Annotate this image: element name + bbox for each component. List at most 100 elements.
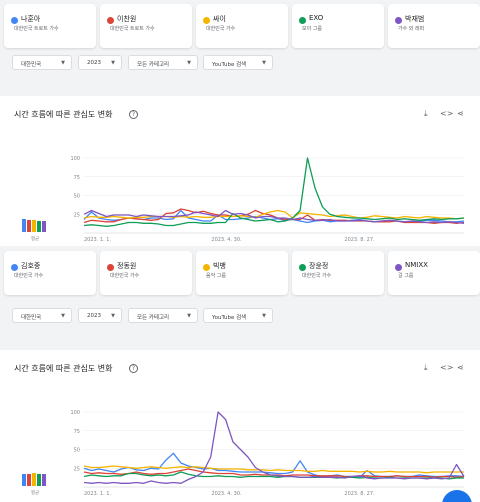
interest-panel-1: 시간 흐름에 따른 관심도 변화 ? ⤓ <> ⋖ 평균 100 75 50 25 20… bbox=[0, 96, 480, 246]
download-icon[interactable]: ⤓ bbox=[424, 109, 428, 118]
average-bars bbox=[22, 472, 50, 486]
search-type-select[interactable]: YouTube 검색 ▼ bbox=[203, 55, 273, 70]
term-name: 김호중 bbox=[21, 262, 41, 270]
average-bar bbox=[32, 473, 36, 486]
term-card[interactable]: 나훈아 대한민국 트로트 가수 bbox=[4, 4, 96, 48]
term-card[interactable]: 이찬원 대한민국 트로트 가수 bbox=[100, 4, 192, 48]
term-cards-1: 나훈아 대한민국 트로트 가수 이찬원 대한민국 트로트 가수 싸이 대한민국 … bbox=[0, 4, 480, 48]
average-bar bbox=[42, 221, 46, 232]
download-icon[interactable]: ⤓ bbox=[424, 363, 428, 372]
country-select[interactable]: 대한민국 ▼ bbox=[12, 55, 72, 70]
caret-down-icon: ▼ bbox=[262, 60, 266, 66]
caret-down-icon: ▼ bbox=[111, 60, 115, 66]
term-cards-2: 김호중 대한민국 가수 정동원 대한민국 가수 빅뱅 음악 그룹 장윤정 대한민… bbox=[0, 251, 480, 295]
category-select[interactable]: 모든 카테고리 ▼ bbox=[128, 308, 198, 323]
year-select[interactable]: 2023 ▼ bbox=[78, 308, 122, 323]
term-color-dot bbox=[203, 17, 210, 24]
term-card[interactable]: 장윤정 대한민국 가수 bbox=[292, 251, 384, 295]
series-line bbox=[83, 411, 465, 484]
average-bar bbox=[22, 474, 26, 486]
term-color-dot bbox=[107, 264, 114, 271]
term-name: 빅뱅 bbox=[213, 262, 226, 270]
average-label: 평균 bbox=[31, 237, 40, 242]
term-card[interactable]: 정동원 대한민국 가수 bbox=[100, 251, 192, 295]
term-subtitle: 걸 그룹 bbox=[398, 273, 414, 279]
term-color-dot bbox=[11, 17, 18, 24]
x-tick-label: 2023. 8. 27. bbox=[344, 237, 375, 243]
term-color-dot bbox=[395, 17, 402, 24]
caret-down-icon: ▼ bbox=[61, 60, 65, 66]
y-tick-label: 75 bbox=[74, 175, 80, 181]
filter-bar-1: 대한민국 ▼ 2023 ▼ 모든 카테고리 ▼ YouTube 검색 ▼ bbox=[0, 55, 480, 73]
term-subtitle: 대한민국 가수 bbox=[14, 273, 44, 279]
term-name: 나훈아 bbox=[21, 15, 41, 23]
average-bar bbox=[37, 221, 41, 232]
term-name: 이찬원 bbox=[117, 15, 137, 23]
term-card[interactable]: EXO 보이 그룹 bbox=[292, 4, 384, 48]
term-subtitle: 대한민국 가수 bbox=[302, 273, 332, 279]
share-icon[interactable]: ⋖ bbox=[457, 363, 464, 372]
interest-panel-2: 시간 흐름에 따른 관심도 변화 ? ⤓ <> ⋖ 평균 100 75 50 25 20… bbox=[0, 350, 480, 502]
country-select[interactable]: 대한민국 ▼ bbox=[12, 308, 72, 323]
embed-code-icon[interactable]: <> bbox=[440, 363, 454, 372]
term-subtitle: 대한민국 가수 bbox=[206, 26, 236, 32]
term-name: 싸이 bbox=[213, 15, 226, 23]
term-subtitle: 대한민국 트로트 가수 bbox=[14, 26, 59, 32]
search-type-value: YouTube 검색 bbox=[212, 315, 247, 321]
term-name: 박재범 bbox=[405, 15, 425, 23]
average-bar bbox=[37, 474, 41, 486]
year-select[interactable]: 2023 ▼ bbox=[78, 55, 122, 70]
average-bars bbox=[22, 218, 50, 232]
term-subtitle: 가수 와 래퍼 bbox=[398, 26, 425, 32]
term-subtitle: 보이 그룹 bbox=[302, 26, 322, 32]
term-subtitle: 대한민국 트로트 가수 bbox=[110, 26, 155, 32]
series-line bbox=[83, 209, 465, 224]
x-tick-label: 2023. 1. 1. bbox=[84, 237, 111, 243]
country-value: 대한민국 bbox=[21, 315, 42, 321]
category-select[interactable]: 모든 카테고리 ▼ bbox=[128, 55, 198, 70]
panel-title: 시간 흐름에 따른 관심도 변화 bbox=[14, 110, 113, 119]
term-card[interactable]: 박재범 가수 와 래퍼 bbox=[388, 4, 480, 48]
series-line bbox=[83, 157, 465, 227]
help-icon[interactable]: ? bbox=[129, 364, 138, 373]
caret-down-icon: ▼ bbox=[111, 313, 115, 319]
y-tick-label: 75 bbox=[74, 429, 80, 435]
x-tick-label: 2023. 8. 27. bbox=[344, 491, 375, 497]
term-card[interactable]: NMIXX 걸 그룹 bbox=[388, 251, 480, 295]
average-bar bbox=[27, 220, 31, 232]
y-tick-label: 25 bbox=[74, 212, 80, 218]
average-label: 평균 bbox=[31, 491, 40, 496]
term-color-dot bbox=[395, 264, 402, 271]
country-value: 대한민국 bbox=[21, 62, 42, 68]
line-chart: 100 75 50 25 2023. 1. 1. 2023. 4. 30. 2023. 8.… bbox=[70, 156, 465, 243]
term-name: 장윤정 bbox=[309, 262, 329, 270]
category-value: 모든 카테고리 bbox=[137, 62, 170, 68]
term-subtitle: 음악 그룹 bbox=[206, 273, 226, 279]
term-name: 정동원 bbox=[117, 262, 137, 270]
share-icon[interactable]: ⋖ bbox=[457, 109, 464, 118]
floating-action-button[interactable] bbox=[442, 490, 472, 502]
year-value: 2023 bbox=[87, 313, 101, 319]
search-type-value: YouTube 검색 bbox=[212, 62, 247, 68]
series-line bbox=[83, 465, 464, 474]
y-tick-label: 50 bbox=[74, 194, 80, 200]
term-name: EXO bbox=[309, 14, 324, 22]
term-card[interactable]: 싸이 대한민국 가수 bbox=[196, 4, 288, 48]
term-card[interactable]: 김호중 대한민국 가수 bbox=[4, 251, 96, 295]
term-card[interactable]: 빅뱅 음악 그룹 bbox=[196, 251, 288, 295]
y-tick-label: 100 bbox=[70, 156, 80, 162]
embed-code-icon[interactable]: <> bbox=[440, 109, 454, 118]
category-value: 모든 카테고리 bbox=[137, 315, 170, 321]
term-color-dot bbox=[299, 264, 306, 271]
x-tick-label: 2023. 4. 30. bbox=[211, 491, 242, 497]
term-name: NMIXX bbox=[405, 261, 428, 269]
help-icon[interactable]: ? bbox=[129, 110, 138, 119]
year-value: 2023 bbox=[87, 60, 101, 66]
average-bar bbox=[32, 220, 36, 232]
term-subtitle: 대한민국 가수 bbox=[110, 273, 140, 279]
series-line bbox=[83, 209, 465, 220]
average-bar bbox=[42, 474, 46, 486]
y-tick-label: 50 bbox=[74, 448, 80, 454]
series-line bbox=[83, 452, 465, 478]
search-type-select[interactable]: YouTube 검색 ▼ bbox=[203, 308, 273, 323]
